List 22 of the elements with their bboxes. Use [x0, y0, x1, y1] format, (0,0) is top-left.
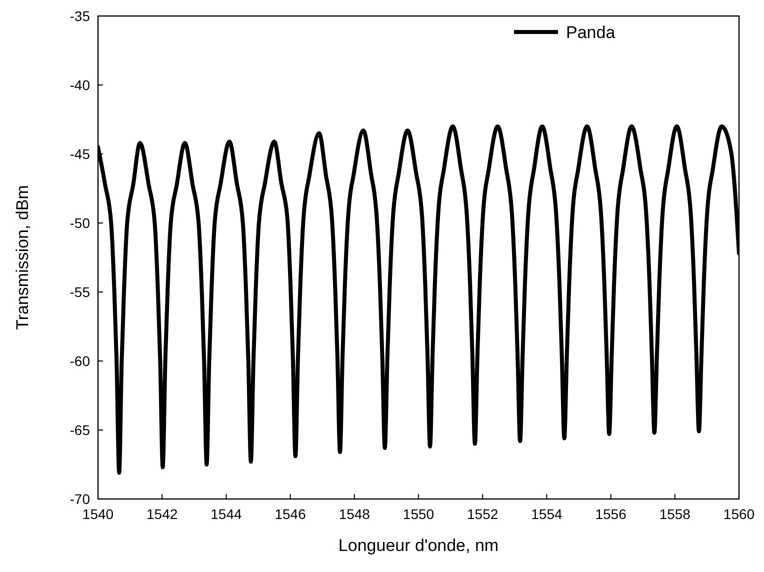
x-tick-label: 1544 — [210, 506, 242, 522]
x-tick-label: 1550 — [402, 506, 434, 522]
x-tick-label: 1540 — [82, 506, 114, 522]
x-tick-label: 1554 — [531, 506, 562, 522]
x-tick-label: 1552 — [467, 506, 498, 522]
y-tick-label: -45 — [70, 146, 90, 162]
y-tick-label: -55 — [70, 284, 90, 300]
y-tick-label: -50 — [70, 214, 90, 231]
x-tick-label: 1556 — [595, 506, 627, 522]
x-tick-label: 1560 — [723, 506, 755, 522]
x-tick-label: 1558 — [659, 506, 691, 522]
y-tick-label: -35 — [70, 8, 90, 24]
y-tick-label: -65 — [70, 422, 90, 438]
x-tick-label: 1548 — [338, 506, 370, 522]
x-tick-label: 1546 — [274, 506, 306, 522]
y-axis-title: Transmission, dBm — [13, 185, 32, 330]
y-tick-label: -70 — [70, 490, 90, 507]
x-axis-title: Longueur d'onde, nm — [338, 536, 499, 555]
x-tick-label: 1542 — [146, 506, 178, 522]
y-tick-label: -60 — [70, 352, 90, 369]
y-tick-label: -40 — [70, 76, 90, 93]
legend-label: Panda — [566, 22, 616, 42]
